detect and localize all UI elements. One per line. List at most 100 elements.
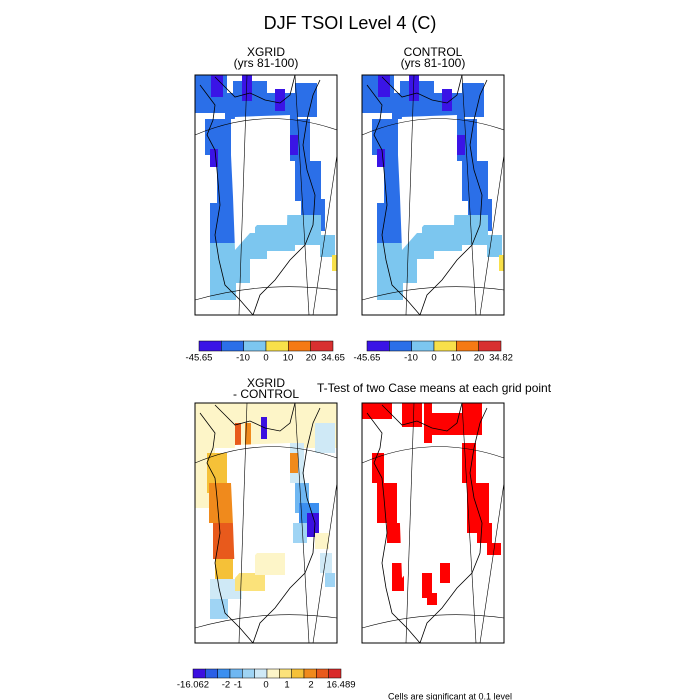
colorbar-label: -2 (222, 680, 230, 691)
map-cell (332, 255, 337, 271)
map-cell (242, 75, 252, 101)
graticule (312, 154, 338, 316)
map-cell (215, 559, 233, 579)
map-cell (261, 417, 267, 439)
panel-subtitle: (yrs 81-100) (234, 56, 299, 70)
graticule (194, 118, 338, 136)
map-cell (210, 149, 218, 167)
panel-title: XGRID (247, 376, 285, 390)
colorbar-label: -10 (236, 353, 250, 364)
map-cell (307, 513, 319, 537)
map-cell (462, 403, 482, 435)
panel-title: CONTROL (404, 45, 463, 59)
map-cell (315, 533, 329, 549)
colorbar-label: -1 (234, 680, 242, 691)
map-cell (462, 443, 476, 483)
graticule (479, 482, 505, 644)
graticule (238, 402, 248, 644)
coastline (366, 402, 488, 644)
map-cell (440, 563, 450, 583)
map-cell (291, 215, 321, 245)
map-cell (377, 149, 385, 167)
map-cell (462, 161, 488, 201)
figure-title: DJF TSOI Level 4 (C) (264, 13, 437, 33)
map-cell (422, 573, 432, 598)
map-cell (290, 453, 298, 473)
coastline (199, 74, 321, 316)
graticule (361, 118, 505, 136)
map-cell (295, 83, 317, 117)
map-cell (210, 280, 236, 300)
colorbar-label: 10 (451, 353, 462, 364)
colorbar-label: 1 (284, 680, 289, 691)
map-cell (458, 215, 488, 245)
map-frame (194, 402, 338, 644)
colorbar-label: 34.65 (321, 353, 345, 364)
panel-subtitle: (yrs 81-100) (401, 56, 466, 70)
colorbar-swatch (411, 340, 435, 352)
colorbar-label: 10 (283, 353, 294, 364)
map-cell (462, 83, 484, 117)
colorbar-label: 20 (306, 353, 317, 364)
colorbar-label: -16.062 (177, 680, 209, 691)
colorbar-swatch (198, 340, 222, 352)
map-cell (315, 423, 335, 453)
colorbar-swatch (243, 340, 267, 352)
map-cell (442, 89, 452, 111)
map-cell (377, 280, 403, 300)
graticule (312, 482, 338, 644)
map-panel (361, 74, 505, 316)
colorbar-label: 0 (263, 680, 268, 691)
map-panel (194, 74, 338, 316)
graticule (361, 446, 505, 464)
map-cell (457, 135, 465, 155)
ice-interior (231, 443, 290, 578)
colorbar-swatch (389, 340, 412, 352)
graticule (405, 74, 415, 316)
map-cell (409, 75, 419, 101)
colorbar-swatch (288, 340, 311, 352)
graticule (405, 402, 415, 644)
colorbar-swatch (279, 668, 292, 679)
colorbar-label: -45.65 (186, 353, 213, 364)
colorbar-swatch (192, 668, 206, 679)
colorbar-swatch (291, 668, 305, 679)
graticule (361, 614, 505, 629)
colorbar-swatch (265, 340, 289, 352)
panel-subtitle: - CONTROL (233, 387, 299, 401)
colorbar-label: 20 (474, 353, 485, 364)
map-cell (320, 553, 332, 573)
colorbar-swatch (217, 668, 231, 679)
graticule (461, 402, 477, 644)
ice-interior (398, 115, 457, 250)
colorbar-swatch (266, 668, 280, 679)
map-cell (467, 483, 489, 533)
graticule (361, 286, 505, 301)
graticule (479, 154, 505, 316)
map-frame (361, 402, 505, 644)
map-cell (377, 483, 397, 523)
map-cell (213, 523, 235, 559)
colorbar-swatch (229, 668, 243, 679)
colorbar-label: 0 (431, 353, 436, 364)
map-cell (210, 599, 228, 619)
map-cell (378, 75, 390, 97)
map-cell (325, 573, 335, 587)
map-cell (392, 563, 404, 591)
graticule (194, 446, 338, 464)
map-cell (320, 235, 335, 257)
map-cell (424, 403, 432, 443)
map-cell (255, 553, 285, 575)
map-cell (387, 523, 403, 543)
colorbar-swatch (254, 668, 268, 679)
colorbar-label: -45.65 (354, 353, 381, 364)
colorbar-swatch (328, 668, 342, 679)
colorbar-swatch (310, 340, 334, 352)
map-cell (377, 203, 403, 243)
colorbar-swatch (433, 340, 457, 352)
graticule (238, 74, 248, 316)
graticule (294, 74, 310, 316)
colorbar-swatch (366, 340, 390, 352)
colorbar-swatch (478, 340, 502, 352)
